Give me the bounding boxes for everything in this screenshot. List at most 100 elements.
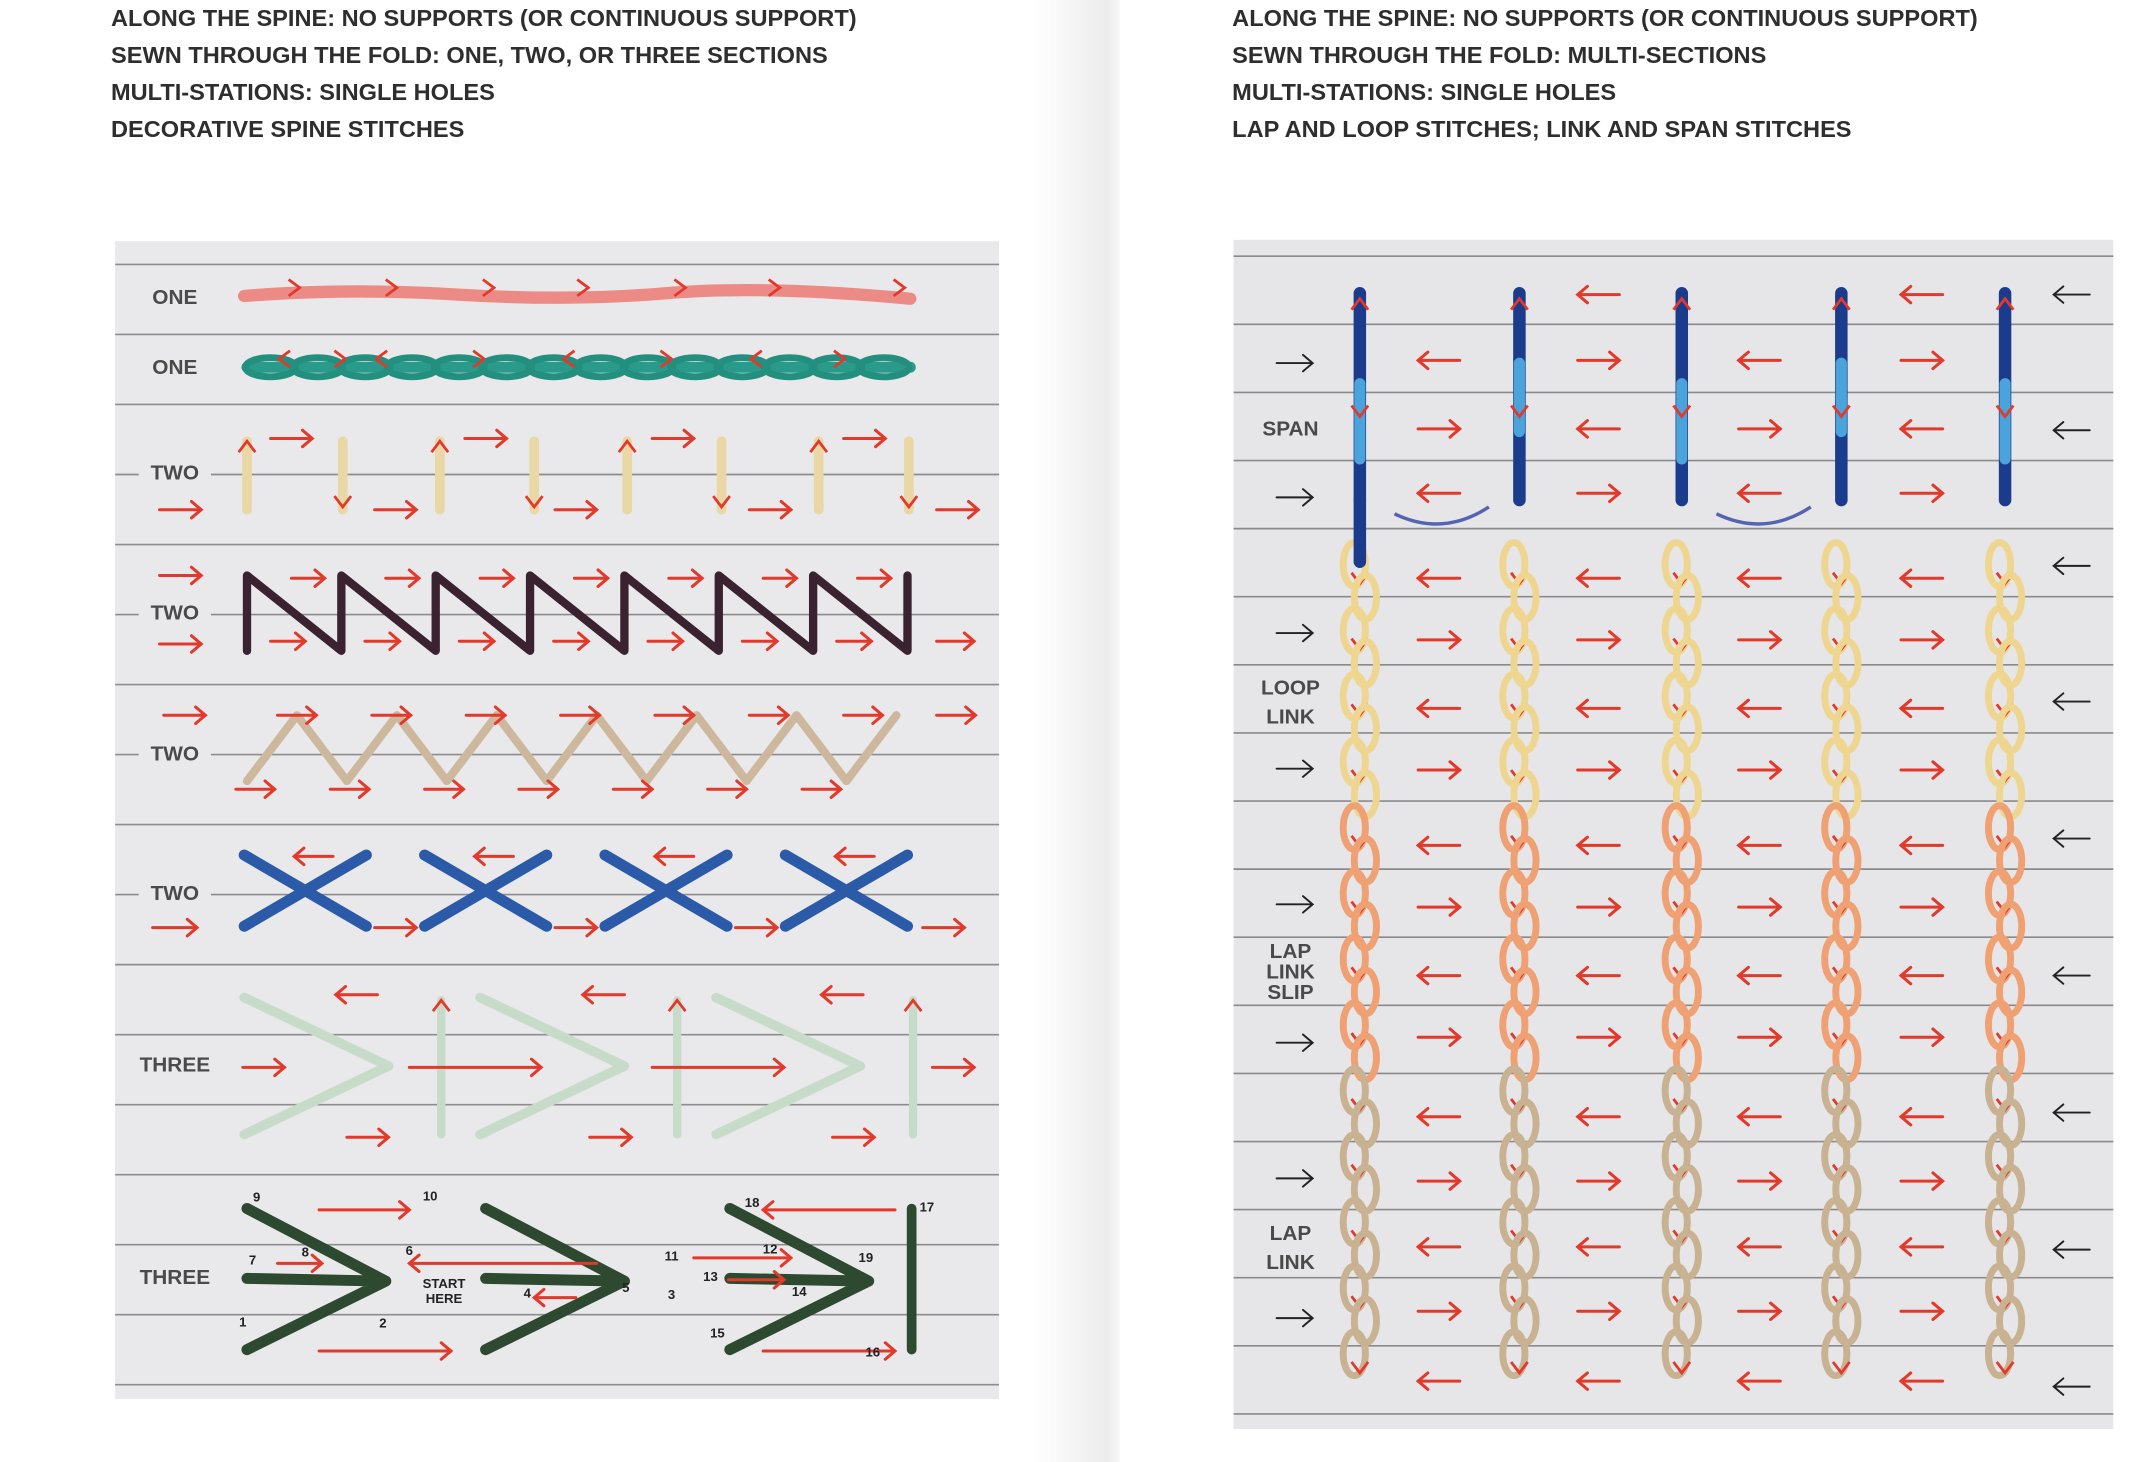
arrow bbox=[1416, 897, 1463, 917]
arrow bbox=[1275, 1033, 1315, 1052]
thread bbox=[242, 571, 912, 655]
direction-mark bbox=[1509, 296, 1529, 311]
arrow bbox=[2052, 421, 2091, 440]
row-label: ONE bbox=[152, 286, 197, 309]
step-number: 19 bbox=[859, 1250, 874, 1265]
arrow bbox=[2052, 1240, 2091, 1259]
arrow bbox=[800, 779, 844, 799]
row-label: TWO bbox=[151, 882, 200, 905]
direction-mark bbox=[472, 349, 487, 369]
arrow bbox=[1415, 350, 1462, 371]
step-number: 11 bbox=[665, 1249, 679, 1264]
arrow bbox=[333, 985, 379, 1005]
section-label: LAP bbox=[1270, 1222, 1312, 1245]
arrow bbox=[650, 1057, 787, 1078]
label-bg bbox=[138, 1263, 211, 1291]
arrow bbox=[1575, 698, 1621, 719]
arrow bbox=[832, 846, 876, 867]
step-number: 6 bbox=[406, 1243, 413, 1258]
gutter-shadow bbox=[1033, 0, 1120, 1462]
row-label: THREE bbox=[140, 1266, 211, 1289]
direction-mark bbox=[276, 349, 291, 369]
direction-mark bbox=[899, 495, 919, 510]
direction-mark bbox=[1672, 404, 1692, 419]
arrow bbox=[761, 568, 799, 588]
arrow bbox=[1736, 1106, 1782, 1127]
direction-mark bbox=[524, 495, 544, 510]
arrow bbox=[1736, 1371, 1782, 1391]
arrow bbox=[328, 779, 372, 799]
arrow bbox=[370, 705, 414, 725]
arrow bbox=[1576, 1171, 1622, 1191]
arrow bbox=[158, 634, 204, 654]
arrow bbox=[842, 705, 885, 725]
direction-mark bbox=[833, 349, 848, 369]
arrow bbox=[1575, 965, 1621, 986]
section-label: LOOP bbox=[1261, 677, 1320, 700]
label-bg bbox=[138, 283, 211, 312]
arrow bbox=[463, 428, 509, 449]
arrow bbox=[1576, 1027, 1622, 1047]
arrow bbox=[1275, 623, 1315, 643]
label-bg bbox=[138, 1050, 211, 1079]
arrow bbox=[1575, 835, 1621, 856]
direction-mark bbox=[1831, 1361, 1851, 1376]
arrow bbox=[856, 568, 894, 588]
arrow bbox=[517, 779, 561, 799]
arrow bbox=[2052, 692, 2091, 711]
section-label: LINK bbox=[1266, 1251, 1315, 1274]
arrow bbox=[935, 705, 978, 725]
direction-mark bbox=[333, 495, 353, 510]
arrow bbox=[552, 631, 591, 651]
arrow bbox=[652, 846, 696, 867]
arrow bbox=[559, 705, 602, 725]
arrow bbox=[653, 705, 697, 725]
section-label: SLIP bbox=[1267, 981, 1313, 1004]
arrow bbox=[241, 1057, 287, 1078]
label-bg bbox=[138, 739, 211, 768]
arrow bbox=[761, 1341, 898, 1361]
arrow bbox=[1416, 1027, 1463, 1047]
arrow bbox=[1898, 284, 1945, 305]
arrow bbox=[1275, 353, 1315, 373]
arrow bbox=[1899, 483, 1945, 503]
arrow bbox=[373, 499, 419, 520]
arrow bbox=[1275, 759, 1315, 778]
arrow bbox=[1575, 568, 1621, 588]
chain-loop bbox=[1339, 1328, 1369, 1380]
arrow bbox=[384, 568, 422, 588]
arrow bbox=[747, 705, 791, 725]
arrow bbox=[1275, 1169, 1315, 1188]
arrow bbox=[289, 568, 328, 588]
chain-loop bbox=[855, 354, 913, 381]
direction-mark bbox=[712, 495, 731, 510]
arrow bbox=[464, 705, 508, 725]
direction-mark bbox=[1350, 296, 1370, 311]
step-number: 1 bbox=[239, 1314, 246, 1329]
arrow bbox=[1899, 897, 1945, 917]
direction-mark bbox=[809, 438, 829, 453]
arrow bbox=[1737, 897, 1783, 917]
arrow bbox=[151, 917, 200, 938]
arrow bbox=[1415, 835, 1462, 856]
start-label: HERE bbox=[426, 1291, 463, 1306]
direction-mark bbox=[1995, 404, 2015, 419]
arrow bbox=[363, 631, 402, 651]
arrow bbox=[1899, 350, 1945, 371]
step-number: 3 bbox=[668, 1287, 675, 1302]
direction-mark bbox=[673, 278, 688, 298]
arrow bbox=[747, 499, 794, 520]
arrow bbox=[162, 705, 208, 725]
arrow bbox=[1899, 1171, 1945, 1191]
arrow bbox=[1575, 1371, 1621, 1391]
arrow bbox=[1576, 483, 1622, 503]
header-line: MULTI-STATIONS: SINGLE HOLES bbox=[1232, 79, 1616, 105]
direction-mark bbox=[576, 278, 591, 298]
arrow bbox=[650, 428, 697, 449]
arrow bbox=[275, 1253, 325, 1274]
header-line: ALONG THE SPINE: NO SUPPORTS (OR CONTINU… bbox=[1232, 5, 1978, 31]
arrow bbox=[740, 631, 780, 651]
thread bbox=[239, 992, 394, 1140]
direction-mark bbox=[659, 349, 674, 369]
arrow bbox=[1736, 483, 1782, 503]
